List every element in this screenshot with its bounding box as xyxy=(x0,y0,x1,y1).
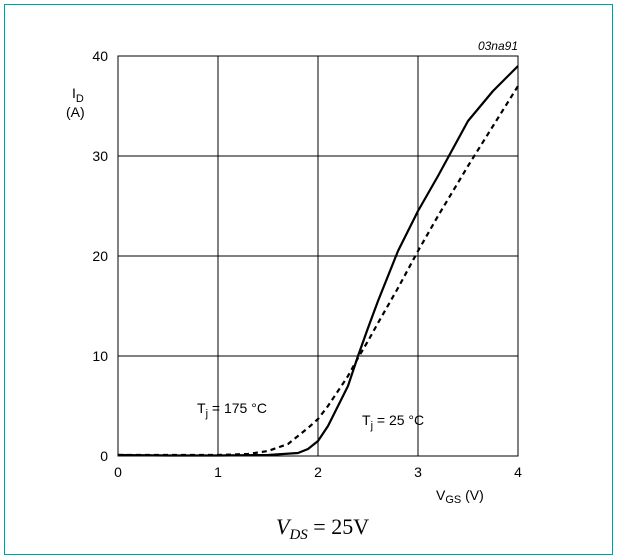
series-label-175c-main: T xyxy=(197,400,206,416)
grid xyxy=(117,55,519,457)
series-label-25c-rest: = 25 °C xyxy=(373,412,424,428)
figure-code: 03na91 xyxy=(478,39,518,53)
y-tick-label: 30 xyxy=(92,148,108,164)
y-axis-label-main: I xyxy=(72,85,76,101)
x-tick-label: 2 xyxy=(314,464,322,480)
y-tick-label: 20 xyxy=(92,248,108,264)
series-label-175c-sub: j xyxy=(205,408,208,420)
series-label-25c-main: T xyxy=(362,412,371,428)
series-line-25c xyxy=(117,65,519,457)
series-layer xyxy=(117,65,519,457)
condition-label: VDS = 25V xyxy=(276,514,369,543)
condition-main: V xyxy=(276,514,292,539)
y-axis-unit: (A) xyxy=(66,104,85,120)
series-label-175c-rest: = 175 °C xyxy=(208,400,267,416)
x-axis-label: VGS (V) xyxy=(436,487,484,506)
y-tick-label: 0 xyxy=(100,448,108,464)
series-label-25c: Tj = 25 °C xyxy=(362,412,424,432)
condition-rest: = 25V xyxy=(308,514,369,539)
x-tick-label: 0 xyxy=(114,464,122,480)
plot-area-border xyxy=(117,55,519,457)
x-tick-label: 3 xyxy=(414,464,422,480)
x-axis-label-main: V xyxy=(436,487,446,503)
y-tick-label: 40 xyxy=(92,48,108,64)
y-axis-label: ID xyxy=(72,85,84,105)
x-tick-label: 4 xyxy=(514,464,522,480)
series-line-175c xyxy=(118,85,519,457)
series-label-25c-sub: j xyxy=(370,420,373,432)
y-axis-label-sub: D xyxy=(76,93,84,105)
x-axis-label-unit: (V) xyxy=(461,487,484,503)
x-axis-label-sub: GS xyxy=(445,494,461,506)
condition-sub: DS xyxy=(288,527,308,543)
series-label-175c: Tj = 175 °C xyxy=(197,400,267,420)
x-tick-label: 1 xyxy=(214,464,222,480)
y-tick-label: 10 xyxy=(92,348,108,364)
